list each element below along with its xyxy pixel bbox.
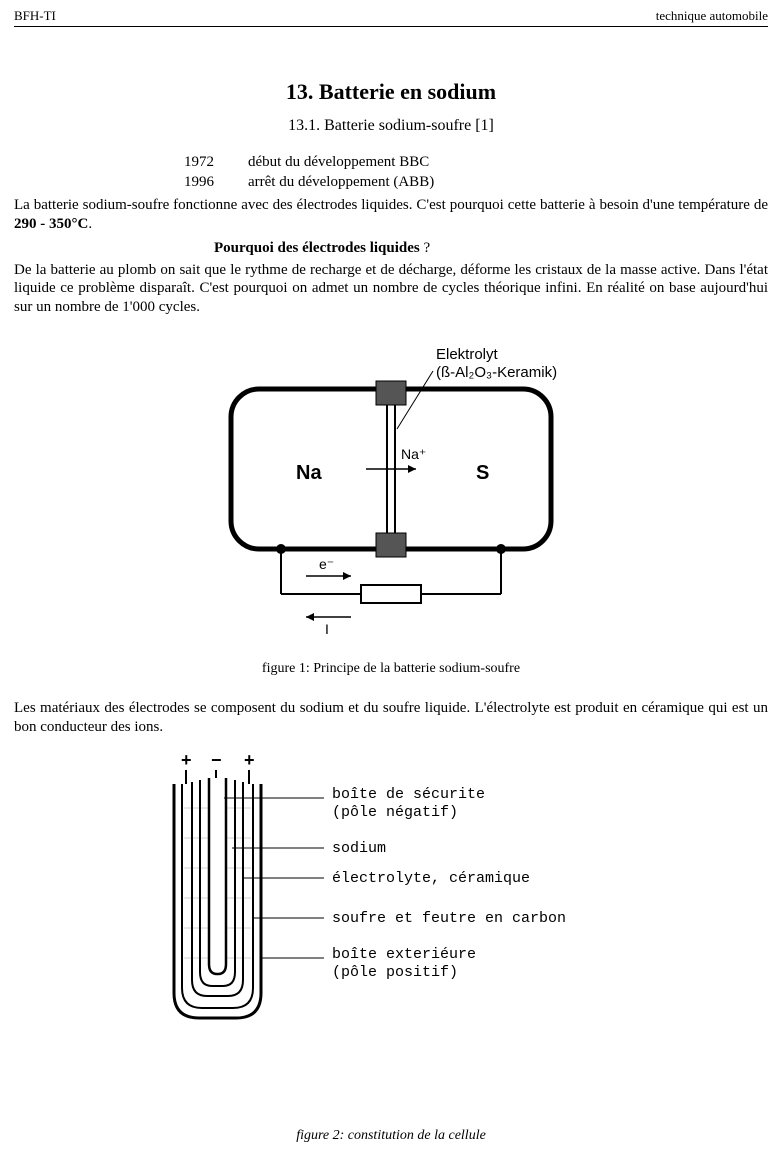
page-header: BFH-TI technique automobile [14,8,768,27]
figure-2-diagram: + − + boîte de sécurite (pôle négatif) s… [154,748,624,1038]
fig1-label-s: S [476,462,489,484]
fig2-label-2: sodium [332,840,386,857]
paragraph-2: De la batterie au plomb on sait que le r… [14,261,768,317]
timeline: 1972 début du développement BBC 1996 arr… [184,153,768,192]
subtitle-text: 13.1. Batterie sodium-soufre [288,117,475,134]
figure-1-caption: figure 1: Principe de la batterie sodium… [14,661,768,677]
fig2-label-5: boîte exteriéure [332,946,476,963]
fig2-plus-left: + [181,750,192,770]
fig1-label-na: Na [296,462,322,484]
fig2-label-5b: (pôle positif) [332,964,458,981]
timeline-year: 1972 [184,153,224,173]
fig2-plus-right: + [244,750,255,770]
timeline-row: 1972 début du développement BBC [184,153,768,173]
intro-temp: 290 - 350°C [14,216,88,232]
figure-1-diagram: Na S Na⁺ Elektrolyt (ß-Al₂O₃-Keramik) e⁻… [201,329,581,659]
figure-2-caption: figure 2: constitution de la cellule [14,1128,768,1144]
intro-paragraph: La batterie sodium-soufre fonctionne ave… [14,196,768,234]
subtitle-ref: [1] [475,117,494,134]
fig2-minus: − [211,750,222,770]
question-bold: Pourquoi des électrodes liquides [214,240,420,256]
timeline-year: 1996 [184,173,224,193]
question-mark: ? [420,240,430,256]
timeline-text: arrêt du développement (ABB) [248,173,434,193]
fig1-label-na-plus: Na⁺ [401,446,426,462]
intro-text-1: La batterie sodium-soufre fonctionne ave… [14,197,768,213]
intro-text-end: . [88,216,92,232]
page: BFH-TI technique automobile 13. Batterie… [0,0,782,1164]
section-subtitle: 13.1. Batterie sodium-soufre [1] [14,117,768,135]
fig1-label-i: I [325,621,329,637]
fig2-label-1b: (pôle négatif) [332,804,458,821]
header-right: technique automobile [656,8,768,24]
timeline-row: 1996 arrêt du développement (ABB) [184,173,768,193]
question-heading: Pourquoi des électrodes liquides ? [214,240,768,257]
fig1-electrolyte-1: Elektrolyt [436,346,499,363]
fig2-label-3: électrolyte, céramique [332,870,530,887]
timeline-text: début du développement BBC [248,153,429,173]
fig1-label-e: e⁻ [319,556,334,572]
fig1-electrolyte-2: (ß-Al₂O₃-Keramik) [436,364,557,381]
page-title: 13. Batterie en sodium [14,79,768,105]
fig2-label-4: soufre et feutre en carbon [332,910,566,927]
paragraph-3: Les matériaux des électrodes se composen… [14,699,768,737]
fig2-label-1: boîte de sécurite [332,786,485,803]
header-left: BFH-TI [14,8,56,24]
